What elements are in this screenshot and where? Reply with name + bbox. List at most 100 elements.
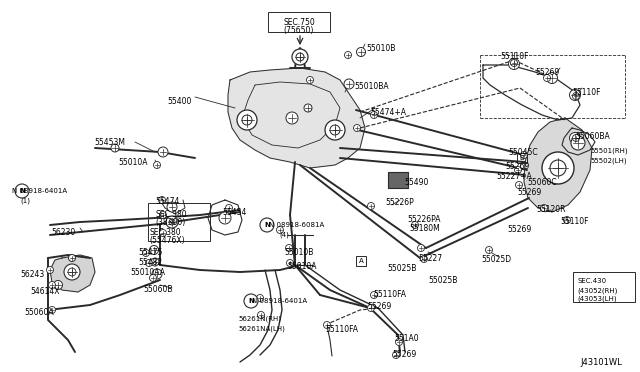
Circle shape — [571, 136, 585, 150]
Text: 55227+A: 55227+A — [496, 172, 532, 181]
Circle shape — [158, 147, 168, 157]
Circle shape — [330, 125, 340, 135]
Text: 55226P: 55226P — [385, 198, 413, 207]
Text: N 08918-6401A: N 08918-6401A — [12, 188, 67, 194]
Circle shape — [54, 280, 63, 289]
Bar — [356, 256, 366, 266]
Text: 551A0: 551A0 — [394, 334, 419, 343]
Circle shape — [412, 221, 419, 228]
Text: 54614X: 54614X — [30, 287, 60, 296]
Text: 55269: 55269 — [505, 162, 529, 171]
Text: 55045C: 55045C — [508, 148, 538, 157]
Circle shape — [486, 247, 493, 253]
Circle shape — [515, 182, 522, 189]
Circle shape — [150, 246, 159, 254]
Text: 55025D: 55025D — [481, 255, 511, 264]
Text: B: B — [520, 155, 524, 161]
Circle shape — [371, 112, 378, 119]
Circle shape — [169, 219, 175, 225]
Text: 55110F: 55110F — [500, 52, 529, 61]
Circle shape — [396, 339, 403, 346]
Text: (55476X): (55476X) — [149, 236, 184, 245]
Text: 55060B: 55060B — [143, 285, 173, 294]
Text: J43101WL: J43101WL — [580, 358, 622, 367]
Circle shape — [285, 244, 292, 251]
Text: 55110F: 55110F — [560, 217, 589, 226]
Circle shape — [68, 254, 76, 262]
Text: 56243: 56243 — [20, 270, 44, 279]
Circle shape — [166, 216, 178, 228]
Circle shape — [367, 202, 374, 209]
Text: 55110FA: 55110FA — [325, 325, 358, 334]
Circle shape — [573, 93, 579, 99]
Circle shape — [541, 205, 547, 212]
Circle shape — [520, 151, 527, 158]
Bar — [388, 172, 408, 188]
Circle shape — [570, 90, 580, 100]
Polygon shape — [228, 68, 365, 168]
Text: N: N — [248, 298, 254, 304]
Text: N 08918-6401A: N 08918-6401A — [252, 298, 307, 304]
Circle shape — [417, 244, 424, 251]
Circle shape — [64, 264, 80, 280]
Circle shape — [257, 295, 264, 301]
Circle shape — [542, 152, 574, 184]
Polygon shape — [524, 118, 592, 212]
Circle shape — [159, 212, 166, 218]
Circle shape — [511, 60, 518, 67]
Text: 55010B: 55010B — [366, 44, 396, 53]
Text: 55010BA: 55010BA — [354, 82, 388, 91]
Text: SEC.430: SEC.430 — [577, 278, 606, 284]
Circle shape — [145, 260, 152, 266]
Circle shape — [307, 77, 314, 83]
Bar — [148, 203, 210, 241]
Text: 55454: 55454 — [222, 208, 246, 217]
Text: 55010B: 55010B — [284, 248, 314, 257]
Text: 55475: 55475 — [138, 248, 163, 257]
Text: 56261NA(LH): 56261NA(LH) — [238, 325, 285, 331]
Text: 55474: 55474 — [155, 197, 179, 206]
Text: (1): (1) — [20, 197, 30, 203]
Circle shape — [392, 352, 399, 359]
Text: 55010A: 55010A — [118, 158, 147, 167]
Text: N: N — [264, 222, 270, 228]
Circle shape — [219, 212, 231, 224]
Text: 55025B: 55025B — [428, 276, 458, 285]
Text: 56261N(RH): 56261N(RH) — [238, 316, 281, 323]
Circle shape — [543, 74, 550, 81]
Circle shape — [344, 79, 354, 89]
Circle shape — [47, 266, 54, 273]
Circle shape — [260, 218, 274, 232]
Circle shape — [143, 250, 150, 257]
Polygon shape — [50, 255, 95, 292]
Circle shape — [420, 256, 428, 263]
Circle shape — [356, 48, 365, 57]
Text: (43052(RH): (43052(RH) — [577, 287, 618, 294]
Circle shape — [49, 282, 56, 289]
Text: (75650): (75650) — [284, 26, 314, 35]
Circle shape — [367, 305, 374, 311]
Text: 55010A: 55010A — [287, 262, 317, 271]
Text: (43053(LH): (43053(LH) — [577, 296, 616, 302]
Circle shape — [550, 160, 566, 176]
Circle shape — [150, 275, 157, 282]
Text: (4): (4) — [279, 231, 289, 237]
Circle shape — [287, 260, 294, 266]
Text: 55502(LH): 55502(LH) — [590, 157, 627, 164]
Circle shape — [296, 53, 304, 61]
Text: 55060A: 55060A — [24, 308, 54, 317]
Text: 55400: 55400 — [167, 97, 191, 106]
Text: 55180M: 55180M — [409, 224, 440, 233]
Text: (38300): (38300) — [155, 218, 185, 227]
Text: 55269: 55269 — [367, 302, 391, 311]
Circle shape — [237, 110, 257, 130]
Circle shape — [563, 217, 570, 224]
Circle shape — [323, 321, 330, 328]
Text: 55490: 55490 — [404, 178, 428, 187]
Circle shape — [159, 196, 166, 203]
Bar — [573, 272, 635, 302]
Circle shape — [515, 167, 522, 173]
Circle shape — [292, 49, 308, 65]
Text: N: N — [19, 188, 25, 194]
Text: SEC.750: SEC.750 — [283, 18, 315, 27]
